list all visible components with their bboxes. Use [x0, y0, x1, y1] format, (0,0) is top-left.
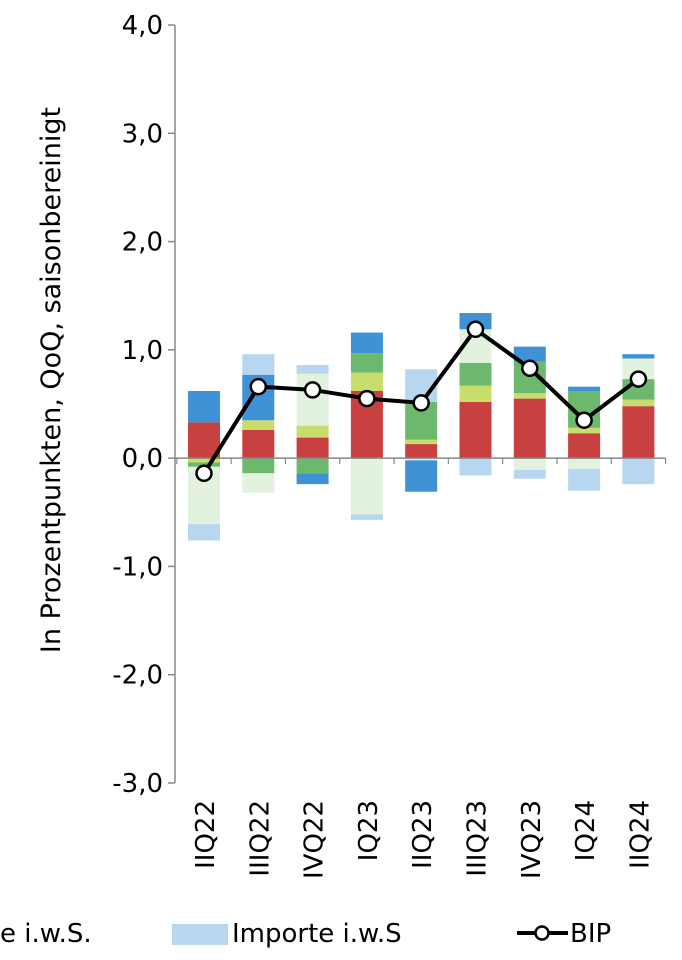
- bar-segment-green-IIIQ23: [459, 362, 492, 386]
- bar-segment-red-IIQ22: [188, 422, 220, 459]
- x-tick-label: IQ24: [571, 800, 601, 861]
- x-tick-label: IQ23: [354, 800, 384, 861]
- bar-segment-red-IVQ22: [296, 437, 329, 459]
- bar-segment-blue-IVQ23: [513, 346, 546, 362]
- bar-segment-lime-IIQ22: [188, 458, 220, 463]
- bip-point-IIQ23: [412, 394, 430, 412]
- bar-segment-light_blue-IVQ23: [513, 470, 546, 479]
- x-tick-label: IIQ23: [408, 800, 438, 869]
- bar-segment-light_blue-IIIQ23: [459, 458, 492, 476]
- bar-segment-lime-IIIQ23: [459, 385, 492, 402]
- bar-segment-blue-IVQ22: [296, 473, 329, 485]
- bar-segment-blue-IQ24: [568, 386, 601, 392]
- bip-point-IIIQ23: [466, 320, 485, 339]
- bip-point-IIQ22: [195, 464, 213, 483]
- y-tick-label: -1,0: [112, 552, 163, 582]
- bar-segment-green-IVQ22: [296, 458, 329, 474]
- bip-point-IQ23: [358, 389, 376, 408]
- y-tick-label: 4,0: [122, 11, 163, 41]
- bar-segment-lime-IQ23: [350, 372, 383, 392]
- bar-segment-pale_green-IIIQ22: [242, 473, 275, 493]
- legend-label-importe: Importe i.w.S: [232, 919, 402, 949]
- bar-segment-blue-IQ23: [350, 332, 383, 354]
- bar-segment-pale_green-IIQ24: [622, 358, 655, 380]
- y-axis-label: In Prozentpunkten, QoQ, saisonbereinigt: [36, 107, 67, 653]
- legend-label-cropped: e i.w.S.: [0, 919, 92, 949]
- bar-segment-pale_green-IIQ23: [405, 458, 438, 461]
- bar-segment-lime-IIQ23: [405, 439, 438, 445]
- bip-point-IIQ24: [629, 370, 648, 388]
- bar-segment-light_blue-IQ24: [568, 468, 601, 491]
- bar-segment-lime-IIIQ22: [242, 420, 275, 430]
- bar-segment-blue-IIQ22: [188, 391, 220, 423]
- bar-segment-lime-IQ24: [568, 427, 601, 434]
- bar-segment-green-IIIQ22: [242, 458, 275, 474]
- bar-segment-lime-IVQ22: [296, 425, 329, 438]
- x-tick-label: IIQ22: [191, 800, 221, 869]
- bip-point-IIIQ22: [249, 377, 268, 396]
- bar-segment-light_blue-IIQ22: [188, 524, 220, 541]
- x-tick-label: IVQ23: [517, 800, 547, 879]
- y-tick-label: -2,0: [112, 661, 163, 691]
- legend-marker-bip: [534, 925, 550, 941]
- bar-segment-light_blue-IQ23: [350, 514, 383, 520]
- x-tick-label: IIIQ22: [245, 800, 275, 877]
- bar-segment-light_blue-IIQ24: [622, 458, 655, 485]
- x-tick-label: IIQ24: [625, 800, 655, 869]
- bar-segment-blue-IIQ24: [622, 354, 655, 359]
- bar-segment-red-IIIQ23: [459, 401, 492, 459]
- bar-segment-pale_green-IQ23: [350, 458, 383, 515]
- bip-point-IVQ22: [303, 381, 322, 399]
- x-tick-label: IVQ22: [300, 800, 330, 879]
- y-tick-label: 2,0: [122, 228, 163, 258]
- bar-segment-pale_green-IQ24: [568, 458, 601, 469]
- axes: 4,0 3,0 2,0 1,0 0,0 -1,0 -2,0 -3,0 IIQ22 IIIQ22 IV…: [112, 11, 667, 879]
- y-tick-label: 1,0: [122, 336, 163, 366]
- bar-segment-pale_green-IVQ23: [513, 458, 546, 471]
- legend-label-bip: BIP: [570, 919, 611, 949]
- bip-line-group: [195, 320, 648, 483]
- bar-segment-light_blue-IIIQ22: [242, 354, 275, 375]
- bar-segment-red-IIIQ22: [242, 429, 275, 459]
- bar-segment-red-IQ24: [568, 433, 601, 459]
- y-tick-label: 0,0: [122, 444, 163, 474]
- bar-segment-blue-IIQ23: [405, 460, 438, 492]
- bar-segment-lime-IVQ23: [513, 393, 546, 399]
- bip-point-IVQ23: [521, 359, 539, 378]
- legend-swatch-importe: [172, 924, 228, 945]
- bar-segment-green-IQ23: [350, 353, 383, 373]
- x-tick-label: IIIQ23: [463, 800, 493, 877]
- bar-segment-light_blue-IVQ22: [296, 365, 329, 374]
- bip-point-IQ24: [575, 411, 593, 429]
- bar-segment-red-IIQ24: [622, 406, 655, 459]
- y-tick-label: 3,0: [122, 119, 163, 149]
- bar-segment-lime-IIQ24: [622, 399, 655, 407]
- bar-segment-red-IIQ23: [405, 444, 438, 459]
- bar-segment-red-IVQ23: [513, 398, 546, 459]
- y-tick-label: -3,0: [112, 769, 163, 799]
- legend: e i.w.S. Importe i.w.S BIP: [0, 919, 611, 949]
